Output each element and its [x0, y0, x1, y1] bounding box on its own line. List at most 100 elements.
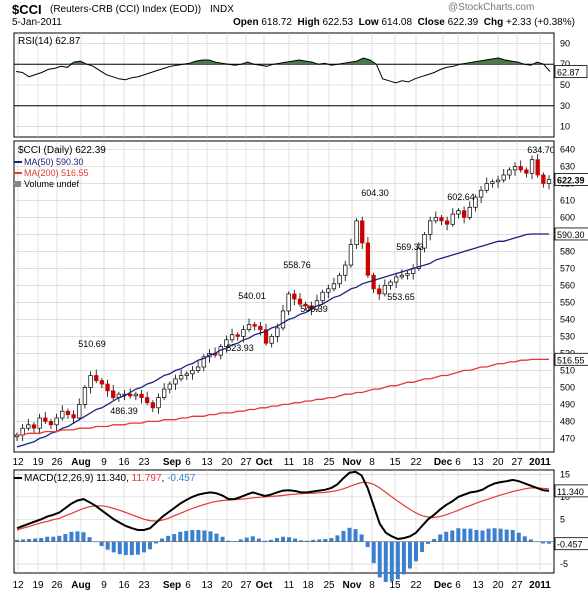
watermark: @StockCharts.com — [448, 2, 535, 13]
macd-histogram-bar — [202, 530, 207, 542]
macd-x-tick-label: 13 — [472, 580, 484, 591]
macd-histogram-bar — [154, 541, 159, 544]
price-candle — [354, 220, 359, 246]
price-y-tick-label: 480 — [560, 416, 575, 426]
macd-last-value-box — [554, 537, 588, 551]
price-candle — [235, 334, 240, 337]
price-candle — [145, 397, 150, 404]
price-candle — [275, 327, 280, 337]
macd-x-tick-label: 6 — [455, 580, 461, 591]
price-x-tick-label: 15 — [389, 457, 401, 468]
price-candle — [105, 383, 110, 392]
macd-x-tick-label: 15 — [389, 580, 401, 591]
price-x-tick-label: 12 — [12, 457, 24, 468]
price-candle — [65, 410, 71, 415]
macd-histogram-bar — [196, 530, 201, 542]
macd-histogram-bar — [547, 541, 551, 544]
macd-histogram-bar — [377, 541, 382, 578]
price-x-tick-label: 27 — [511, 457, 523, 468]
price-candle — [246, 324, 252, 330]
macd-histogram-bar — [504, 529, 509, 542]
price-candle — [394, 276, 399, 283]
price-y-tick-label: 560 — [560, 280, 575, 290]
ma200-line — [17, 358, 550, 436]
price-candle — [94, 375, 99, 381]
macd-histogram-bar — [141, 541, 146, 553]
macd-histogram-bar — [516, 532, 521, 542]
macd-x-tick-label: 27 — [511, 580, 523, 591]
price-annotation: 553.65 — [387, 292, 415, 302]
macd-histogram-bar — [450, 530, 455, 542]
price-x-tick-label: 13 — [472, 457, 484, 468]
price-candle — [484, 183, 489, 191]
macd-histogram-bar — [190, 530, 195, 542]
macd-histogram-bar — [299, 540, 304, 542]
price-y-tick-label: 630 — [560, 161, 575, 171]
macd-histogram-bar — [293, 538, 298, 542]
price-candle — [529, 159, 535, 174]
price-candle — [37, 417, 42, 429]
price-candle — [388, 281, 393, 286]
macd-histogram-bar — [456, 528, 461, 542]
price-candle — [190, 370, 195, 375]
macd-histogram-bar — [341, 530, 346, 542]
macd-histogram-bar — [329, 538, 334, 542]
ma50-legend: MA(50) 590.30 — [24, 157, 84, 167]
price-candle — [501, 174, 506, 181]
price-x-tick-label: Dec — [434, 457, 453, 468]
price-x-tick-label: 8 — [369, 457, 375, 468]
macd-histogram-bar — [317, 539, 322, 542]
price-y-tick-label: 580 — [560, 246, 575, 256]
macd-x-tick-label: 26 — [51, 580, 63, 591]
macd-histogram-bar — [81, 532, 86, 542]
price-candle — [535, 159, 540, 176]
price-candle — [241, 329, 246, 337]
macd-histogram-bar — [268, 539, 273, 542]
price-x-tick-label: 2011 — [529, 457, 551, 468]
ma50-line — [16, 233, 549, 448]
price-candle — [518, 166, 523, 171]
rsi-y-tick-label: 50 — [560, 80, 570, 90]
price-candle — [201, 356, 206, 368]
price-y-tick-label: 610 — [560, 195, 575, 205]
price-candle — [111, 390, 116, 398]
macd-histogram-bar — [99, 541, 104, 547]
price-candle — [478, 189, 484, 198]
macd-x-tick-label: Nov — [343, 580, 362, 591]
symbol-title: $CCI — [12, 2, 42, 17]
price-x-tick-label: 9 — [101, 457, 107, 468]
macd-histogram-bar — [383, 541, 388, 582]
price-x-tick-label: Oct — [256, 457, 273, 468]
price-candle — [495, 179, 501, 183]
macd-histogram-bar — [305, 540, 310, 542]
macd-histogram-bar — [420, 541, 425, 552]
price-candle — [326, 288, 331, 293]
price-candle — [133, 393, 139, 397]
macd-histogram-bar — [438, 534, 443, 542]
macd-histogram-bar — [371, 541, 376, 564]
price-candle — [541, 174, 546, 184]
macd-x-tick-label: 6 — [185, 580, 191, 591]
macd-x-tick-label: 19 — [32, 580, 44, 591]
macd-histogram-bar — [39, 538, 44, 542]
macd-x-tick-label: 18 — [302, 580, 314, 591]
macd-histogram-bar — [444, 531, 449, 542]
volume-legend: Volume undef — [24, 179, 80, 189]
price-candle — [26, 424, 31, 429]
price-candle — [195, 366, 201, 371]
macd-histogram-bar — [214, 533, 219, 542]
macd-last-value-label: 11.340 — [557, 487, 584, 497]
macd-histogram-bar — [178, 531, 183, 542]
price-last-value-box — [554, 173, 588, 186]
macd-histogram-bar — [407, 541, 412, 569]
price-candle — [161, 388, 167, 398]
macd-histogram-bar — [256, 538, 261, 542]
price-candle — [128, 393, 133, 397]
price-candle — [60, 410, 65, 419]
ohlc-summary: Open 618.72 High 622.53 Low 614.08 Close… — [233, 17, 575, 28]
ma200-legend: MA(200) 516.55 — [24, 168, 89, 178]
price-candle — [292, 293, 297, 300]
macd-histogram-bar — [323, 538, 328, 542]
price-candle — [31, 424, 37, 429]
